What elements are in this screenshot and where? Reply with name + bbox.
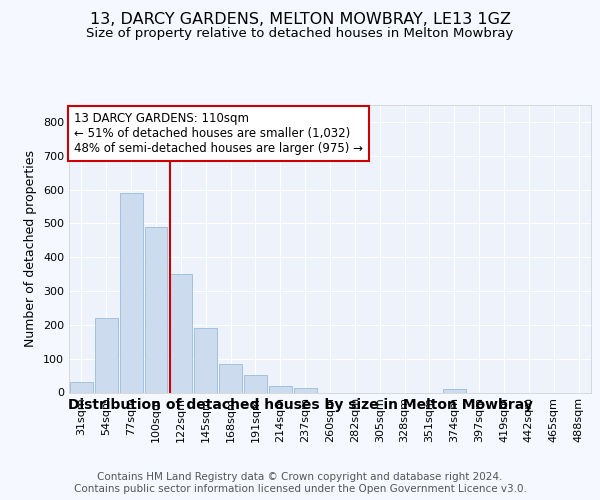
- Bar: [294, 388, 317, 392]
- Text: 13 DARCY GARDENS: 110sqm
← 51% of detached houses are smaller (1,032)
48% of sem: 13 DARCY GARDENS: 110sqm ← 51% of detach…: [74, 112, 363, 155]
- Bar: [145, 227, 167, 392]
- Bar: [194, 328, 217, 392]
- Bar: [219, 364, 242, 392]
- Text: Contains HM Land Registry data © Crown copyright and database right 2024.
Contai: Contains HM Land Registry data © Crown c…: [74, 472, 526, 494]
- Text: Size of property relative to detached houses in Melton Mowbray: Size of property relative to detached ho…: [86, 28, 514, 40]
- Bar: [169, 274, 192, 392]
- Bar: [443, 389, 466, 392]
- Bar: [269, 386, 292, 392]
- Y-axis label: Number of detached properties: Number of detached properties: [25, 150, 37, 348]
- Text: 13, DARCY GARDENS, MELTON MOWBRAY, LE13 1GZ: 13, DARCY GARDENS, MELTON MOWBRAY, LE13 …: [89, 12, 511, 28]
- Bar: [244, 375, 267, 392]
- Text: Distribution of detached houses by size in Melton Mowbray: Distribution of detached houses by size …: [68, 398, 532, 411]
- Bar: [120, 193, 143, 392]
- Bar: [70, 382, 93, 392]
- Bar: [95, 318, 118, 392]
